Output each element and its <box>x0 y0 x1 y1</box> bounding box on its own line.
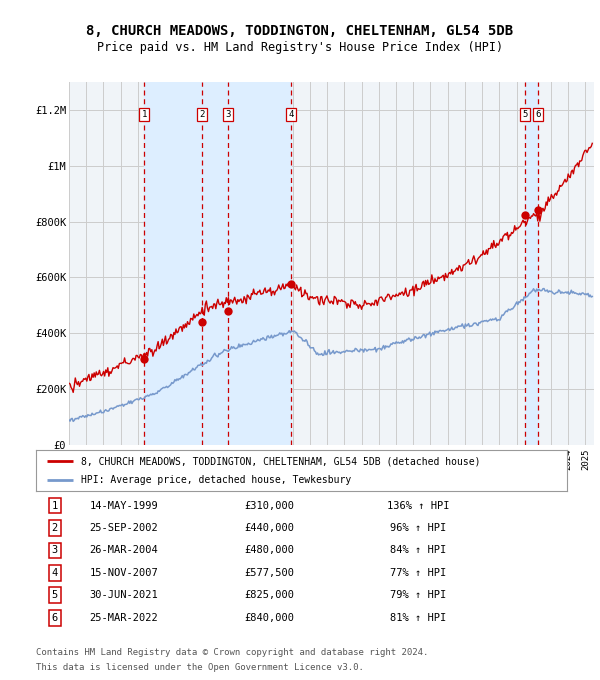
Text: 26-MAR-2004: 26-MAR-2004 <box>89 545 158 556</box>
Text: 3: 3 <box>225 110 230 119</box>
Text: £825,000: £825,000 <box>245 590 295 600</box>
Text: HPI: Average price, detached house, Tewkesbury: HPI: Average price, detached house, Tewk… <box>81 475 352 485</box>
Text: 136% ↑ HPI: 136% ↑ HPI <box>387 500 449 511</box>
Text: 81% ↑ HPI: 81% ↑ HPI <box>390 613 446 623</box>
Text: 25-MAR-2022: 25-MAR-2022 <box>89 613 158 623</box>
Text: 4: 4 <box>52 568 58 578</box>
Text: 96% ↑ HPI: 96% ↑ HPI <box>390 523 446 533</box>
Text: 79% ↑ HPI: 79% ↑ HPI <box>390 590 446 600</box>
Text: Contains HM Land Registry data © Crown copyright and database right 2024.: Contains HM Land Registry data © Crown c… <box>36 648 428 658</box>
Text: £577,500: £577,500 <box>245 568 295 578</box>
Text: This data is licensed under the Open Government Licence v3.0.: This data is licensed under the Open Gov… <box>36 663 364 673</box>
Text: £310,000: £310,000 <box>245 500 295 511</box>
Text: 6: 6 <box>535 110 541 119</box>
Text: 1: 1 <box>52 500 58 511</box>
Text: 77% ↑ HPI: 77% ↑ HPI <box>390 568 446 578</box>
Text: 6: 6 <box>52 613 58 623</box>
Text: 5: 5 <box>52 590 58 600</box>
Text: 3: 3 <box>52 545 58 556</box>
Text: £840,000: £840,000 <box>245 613 295 623</box>
Text: 1: 1 <box>142 110 147 119</box>
Bar <box>144 82 291 445</box>
Text: 25-SEP-2002: 25-SEP-2002 <box>89 523 158 533</box>
Text: 5: 5 <box>523 110 528 119</box>
Text: 2: 2 <box>52 523 58 533</box>
Text: 4: 4 <box>288 110 293 119</box>
Text: £440,000: £440,000 <box>245 523 295 533</box>
Text: 15-NOV-2007: 15-NOV-2007 <box>89 568 158 578</box>
Text: £480,000: £480,000 <box>245 545 295 556</box>
Bar <box>525 82 538 445</box>
Text: Price paid vs. HM Land Registry's House Price Index (HPI): Price paid vs. HM Land Registry's House … <box>97 41 503 54</box>
Text: 2: 2 <box>199 110 205 119</box>
Text: 84% ↑ HPI: 84% ↑ HPI <box>390 545 446 556</box>
Text: 8, CHURCH MEADOWS, TODDINGTON, CHELTENHAM, GL54 5DB: 8, CHURCH MEADOWS, TODDINGTON, CHELTENHA… <box>86 24 514 38</box>
Text: 14-MAY-1999: 14-MAY-1999 <box>89 500 158 511</box>
Text: 30-JUN-2021: 30-JUN-2021 <box>89 590 158 600</box>
Text: 8, CHURCH MEADOWS, TODDINGTON, CHELTENHAM, GL54 5DB (detached house): 8, CHURCH MEADOWS, TODDINGTON, CHELTENHA… <box>81 456 481 466</box>
